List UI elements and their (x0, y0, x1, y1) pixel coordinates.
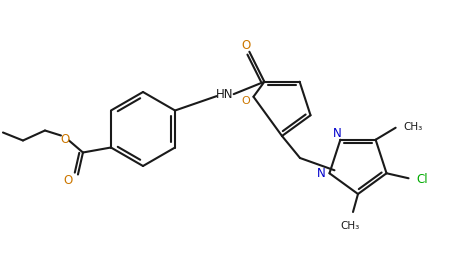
Text: N: N (317, 166, 326, 179)
Text: N: N (333, 127, 342, 140)
Text: HN: HN (216, 87, 233, 100)
Text: CH₃: CH₃ (340, 220, 360, 230)
Text: O: O (242, 39, 251, 52)
Text: O: O (63, 173, 73, 186)
Text: O: O (241, 95, 250, 105)
Text: CH₃: CH₃ (404, 121, 423, 131)
Text: Cl: Cl (416, 172, 428, 185)
Text: O: O (60, 133, 69, 146)
